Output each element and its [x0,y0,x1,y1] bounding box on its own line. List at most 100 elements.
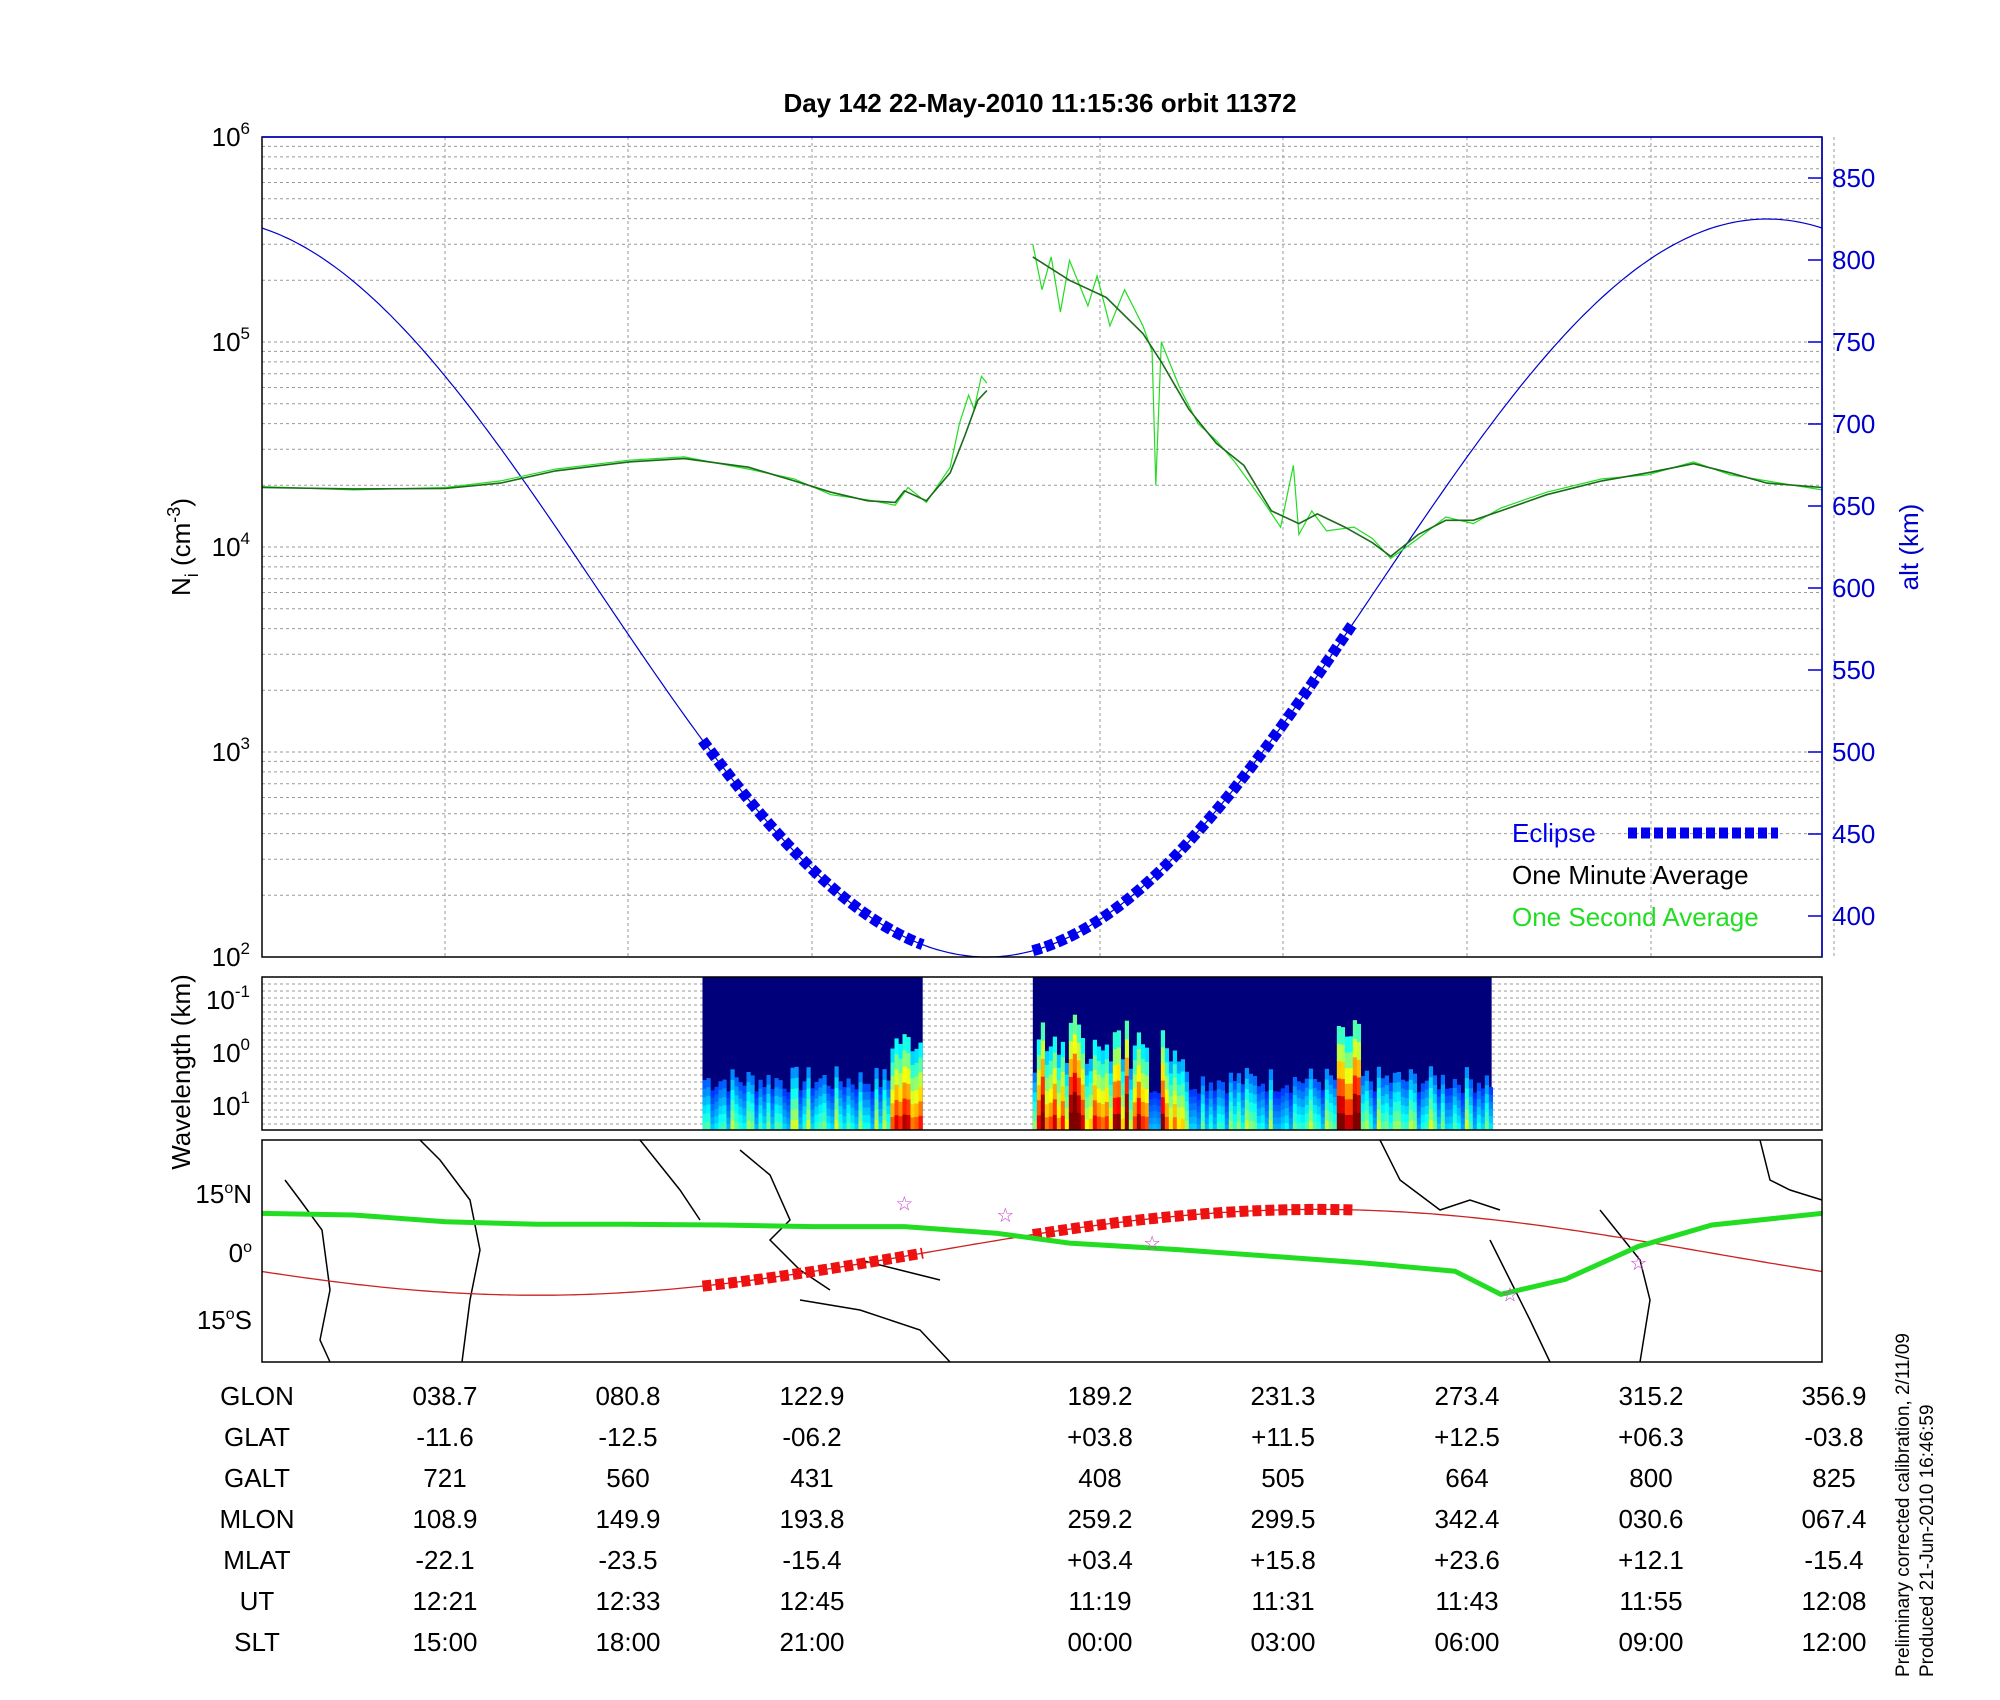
spectrogram-cell [1284,1100,1290,1109]
spectrogram-cell [1248,1120,1254,1131]
spectrogram-cell [1168,1084,1174,1097]
table-cell: -22.1 [415,1545,475,1575]
spectrogram-cell [858,1101,863,1112]
table-cell: 122.9 [779,1381,845,1411]
spectrogram-cell [1364,1100,1370,1111]
spectrogram-cell [1380,1112,1386,1122]
spectrogram-cell [866,1122,871,1131]
spectrogram-cell [818,1078,823,1088]
spectrogram-cell [1044,1051,1050,1065]
spectrogram-cell [834,1076,839,1089]
spectrogram-cell [742,1107,747,1116]
spectrogram-cell [1272,1097,1278,1105]
spectrogram-cell [1444,1088,1450,1097]
spectrogram-cell [734,1121,739,1131]
spectrogram-cell [1052,1083,1058,1100]
spectrogram-cell [882,1119,887,1131]
spectrogram-cell [914,1062,919,1077]
spectrogram-cell [1040,1076,1046,1095]
spectrogram-cell [818,1095,823,1105]
spectrogram-cell [1288,1117,1294,1125]
spectrogram-cell [1092,1069,1098,1086]
spectrogram-cell [1272,1091,1278,1099]
spectrogram-cell [850,1114,855,1123]
spectrogram-cell [1328,1102,1334,1113]
spectrogram-cell [1340,1061,1346,1080]
spectrogram-cell [702,1121,707,1131]
table-cell: -11.6 [416,1422,474,1452]
spectrogram-cell [1156,1111,1162,1119]
spectrogram-cell [902,1034,907,1051]
spectrogram-cell [782,1102,787,1110]
spectrogram-cell [1220,1106,1226,1115]
spectrogram-cell [1488,1115,1494,1124]
spectrogram-cell [1448,1115,1454,1124]
spectrogram-cell [1344,1083,1350,1100]
spectrogram-cell [1356,1041,1362,1060]
spectrogram-cell [1380,1104,1386,1114]
spectrogram-cell [1040,1094,1046,1113]
spectrogram-cell [806,1109,811,1121]
spectrogram-cell [802,1097,807,1107]
spectrogram-cell [1324,1109,1330,1121]
spectrogram-cell [1228,1120,1234,1131]
spectrogram-cell [726,1110,731,1118]
spectrogram-cell [1396,1100,1402,1112]
spectrogram-cell [1484,1093,1490,1104]
spectrogram-cell [1152,1091,1158,1099]
table-cell: 00:00 [1067,1627,1133,1657]
spectrogram-cell [1284,1122,1290,1131]
spectrogram-cell [1428,1098,1434,1110]
spectrogram-cell [742,1100,747,1109]
spectrogram-cell [1368,1105,1374,1115]
spectrogram-cell [1440,1111,1446,1122]
spectrogram-frame [261,976,1823,1131]
spectrogram-cell [1404,1089,1410,1099]
spectrogram-cell [762,1108,767,1117]
spectrogram-cell [1256,1108,1262,1116]
spectrogram-cell [1112,1064,1118,1082]
spectrogram-cell [1424,1080,1430,1090]
spectrogram-cell [806,1077,811,1089]
spectrogram-cell [1288,1098,1294,1106]
spectrogram-cell [1332,1104,1338,1114]
spectrogram-cell [1232,1105,1238,1115]
coastlines [284,1139,1823,1363]
spectrogram-cell [714,1108,719,1117]
spectrogram-cell [1264,1104,1270,1112]
spectrogram-cell [890,1116,895,1131]
spectrogram-cell [1140,1072,1146,1088]
spectrogram-cell [1180,1106,1186,1119]
spectrogram-cell [1128,1109,1134,1121]
spectrogram-cell [1300,1098,1306,1108]
spectrogram-cell [722,1087,727,1097]
spectrogram-cell [1108,1107,1114,1120]
spectrogram-cell [870,1097,875,1105]
spectrogram-cell [1200,1076,1206,1086]
spectrogram-cell [1224,1093,1230,1100]
table-cell: 664 [1445,1463,1489,1493]
spectrogram-cell [850,1099,855,1108]
spectrogram-cell [1272,1110,1278,1118]
spectrogram-cell [1112,1113,1118,1131]
spectrogram-cell [1104,1115,1110,1131]
spectrogram-cell [710,1090,715,1098]
spectrogram-cell [1316,1097,1322,1107]
spectrogram-cell [1444,1116,1450,1124]
spectrogram-cell [910,1116,915,1131]
map-series [261,1203,1823,1297]
table-row-label: SLT [234,1627,280,1657]
legend-label: One Second Average [1512,902,1759,932]
spectrogram-cell [882,1069,887,1080]
spectrogram-cell [1036,1099,1042,1116]
spectrogram-cell [838,1113,843,1123]
spectrogram-cell [1368,1113,1374,1123]
spectrogram-cell [1124,1075,1130,1095]
spectrogram-cell [1400,1096,1406,1106]
altitude-tick-label: 550 [1832,655,1875,685]
spectrogram-cell [1360,1103,1366,1113]
spectrogram-cell [1412,1101,1418,1112]
wavelength-tick-label: 101 [212,1088,250,1121]
spectrogram-cell [794,1066,799,1078]
spectrogram-cell [1208,1082,1214,1091]
